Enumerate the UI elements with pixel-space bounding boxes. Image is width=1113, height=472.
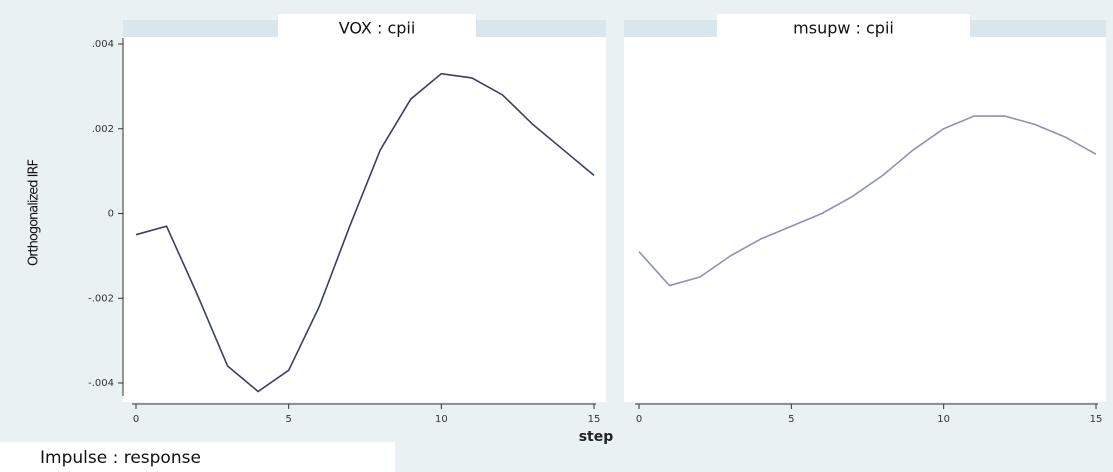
note-box [0, 442, 395, 472]
plot-area [624, 20, 1106, 402]
x-tick-label: 10 [937, 414, 950, 425]
y-axis-label: Orthogonalized IRF [27, 159, 42, 266]
y-tick-label: .004 [92, 39, 114, 50]
title-box [717, 14, 970, 42]
x-tick-label: 15 [1090, 414, 1103, 425]
y-tick-label: .002 [92, 124, 114, 135]
x-tick-label: 15 [588, 414, 601, 425]
x-axis-label: step [579, 429, 614, 445]
x-tick-label: 5 [285, 414, 291, 425]
x-tick-label: 5 [788, 414, 794, 425]
x-tick-label: 0 [636, 414, 642, 425]
plot-area [123, 20, 606, 402]
note: Impulse : response [40, 448, 201, 468]
y-tick-label: 0 [108, 209, 114, 220]
x-tick-label: 0 [133, 414, 139, 425]
line-series [638, 115, 1097, 287]
panel-title: VOX : cpii [339, 19, 416, 38]
y-tick-label: -.004 [88, 378, 114, 389]
panel-title: msupw : cpii [793, 19, 894, 38]
y-tick-label: -.002 [88, 293, 114, 304]
line-series [135, 72, 595, 393]
title-box [278, 14, 476, 42]
x-tick-label: 10 [435, 414, 448, 425]
